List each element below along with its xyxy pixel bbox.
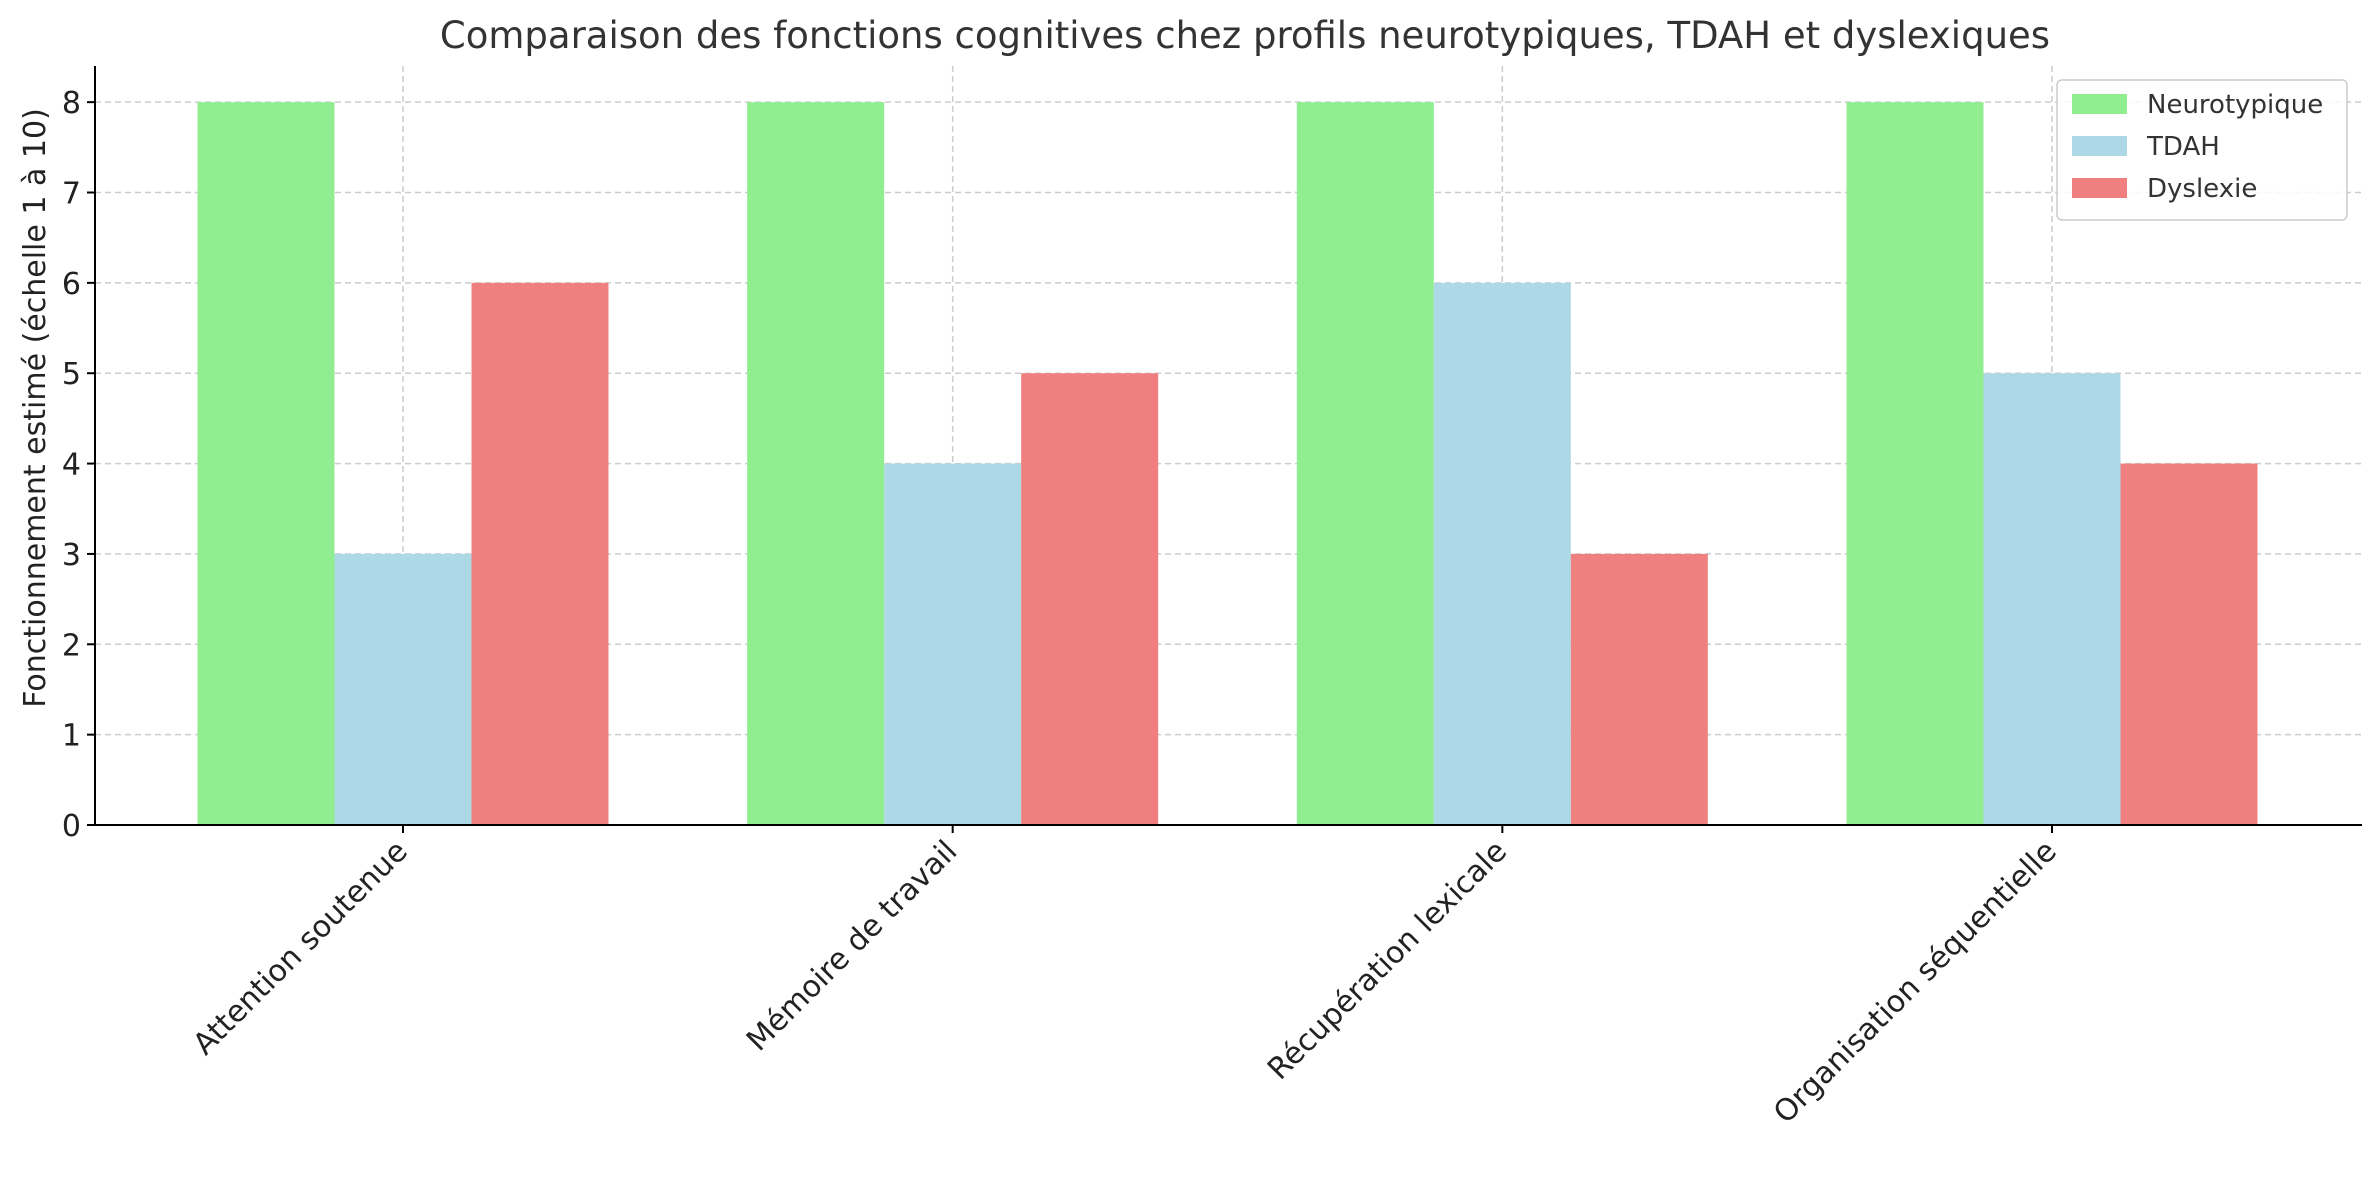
x-tick-label: Récupération lexicale (1261, 834, 1514, 1087)
bar (1021, 373, 1159, 825)
bar (471, 282, 609, 825)
legend-swatch (2072, 94, 2127, 114)
legend-swatch (2072, 136, 2127, 156)
y-axis-label: Fonctionnement estimé (échelle 1 à 10) (18, 108, 53, 708)
y-tick-label: 0 (62, 809, 81, 844)
legend-frame (2056, 79, 2348, 221)
y-tick-label: 8 (62, 86, 81, 121)
x-ticks: Attention soutenue Mémoire de travail Récu… (186, 825, 2064, 1131)
legend-label: TDAH (2146, 132, 2220, 162)
legend-swatch (2072, 178, 2127, 198)
y-tick-label: 4 (62, 448, 81, 483)
x-tick-label: Attention soutenue (186, 834, 414, 1062)
legend-label: Dyslexie (2147, 174, 2257, 204)
bars (197, 102, 2258, 825)
y-ticks: 0 1 2 3 4 5 6 7 8 (62, 86, 95, 844)
bar (197, 102, 335, 825)
x-tick-label: Mémoire de travail (740, 834, 964, 1058)
chart-title: Comparaison des fonctions cognitives che… (440, 14, 2050, 57)
legend-label: Neurotypique (2147, 90, 2323, 120)
y-tick-label: 3 (62, 538, 81, 573)
y-tick-label: 2 (62, 628, 81, 663)
legend: Neurotypique TDAH Dyslexie (2056, 79, 2348, 221)
bar (1983, 373, 2121, 825)
bar (1570, 553, 1708, 825)
y-tick-label: 1 (62, 719, 81, 754)
x-tick-label: Organisation séquentielle (1767, 834, 2064, 1131)
bar (1433, 282, 1571, 825)
bar (334, 553, 472, 825)
y-tick-label: 7 (62, 177, 81, 212)
bar (2120, 463, 2258, 825)
y-tick-label: 5 (62, 357, 81, 392)
bar (1846, 102, 1984, 825)
bar (747, 102, 885, 825)
bar (1296, 102, 1434, 825)
y-tick-label: 6 (62, 267, 81, 302)
bar (884, 463, 1022, 825)
